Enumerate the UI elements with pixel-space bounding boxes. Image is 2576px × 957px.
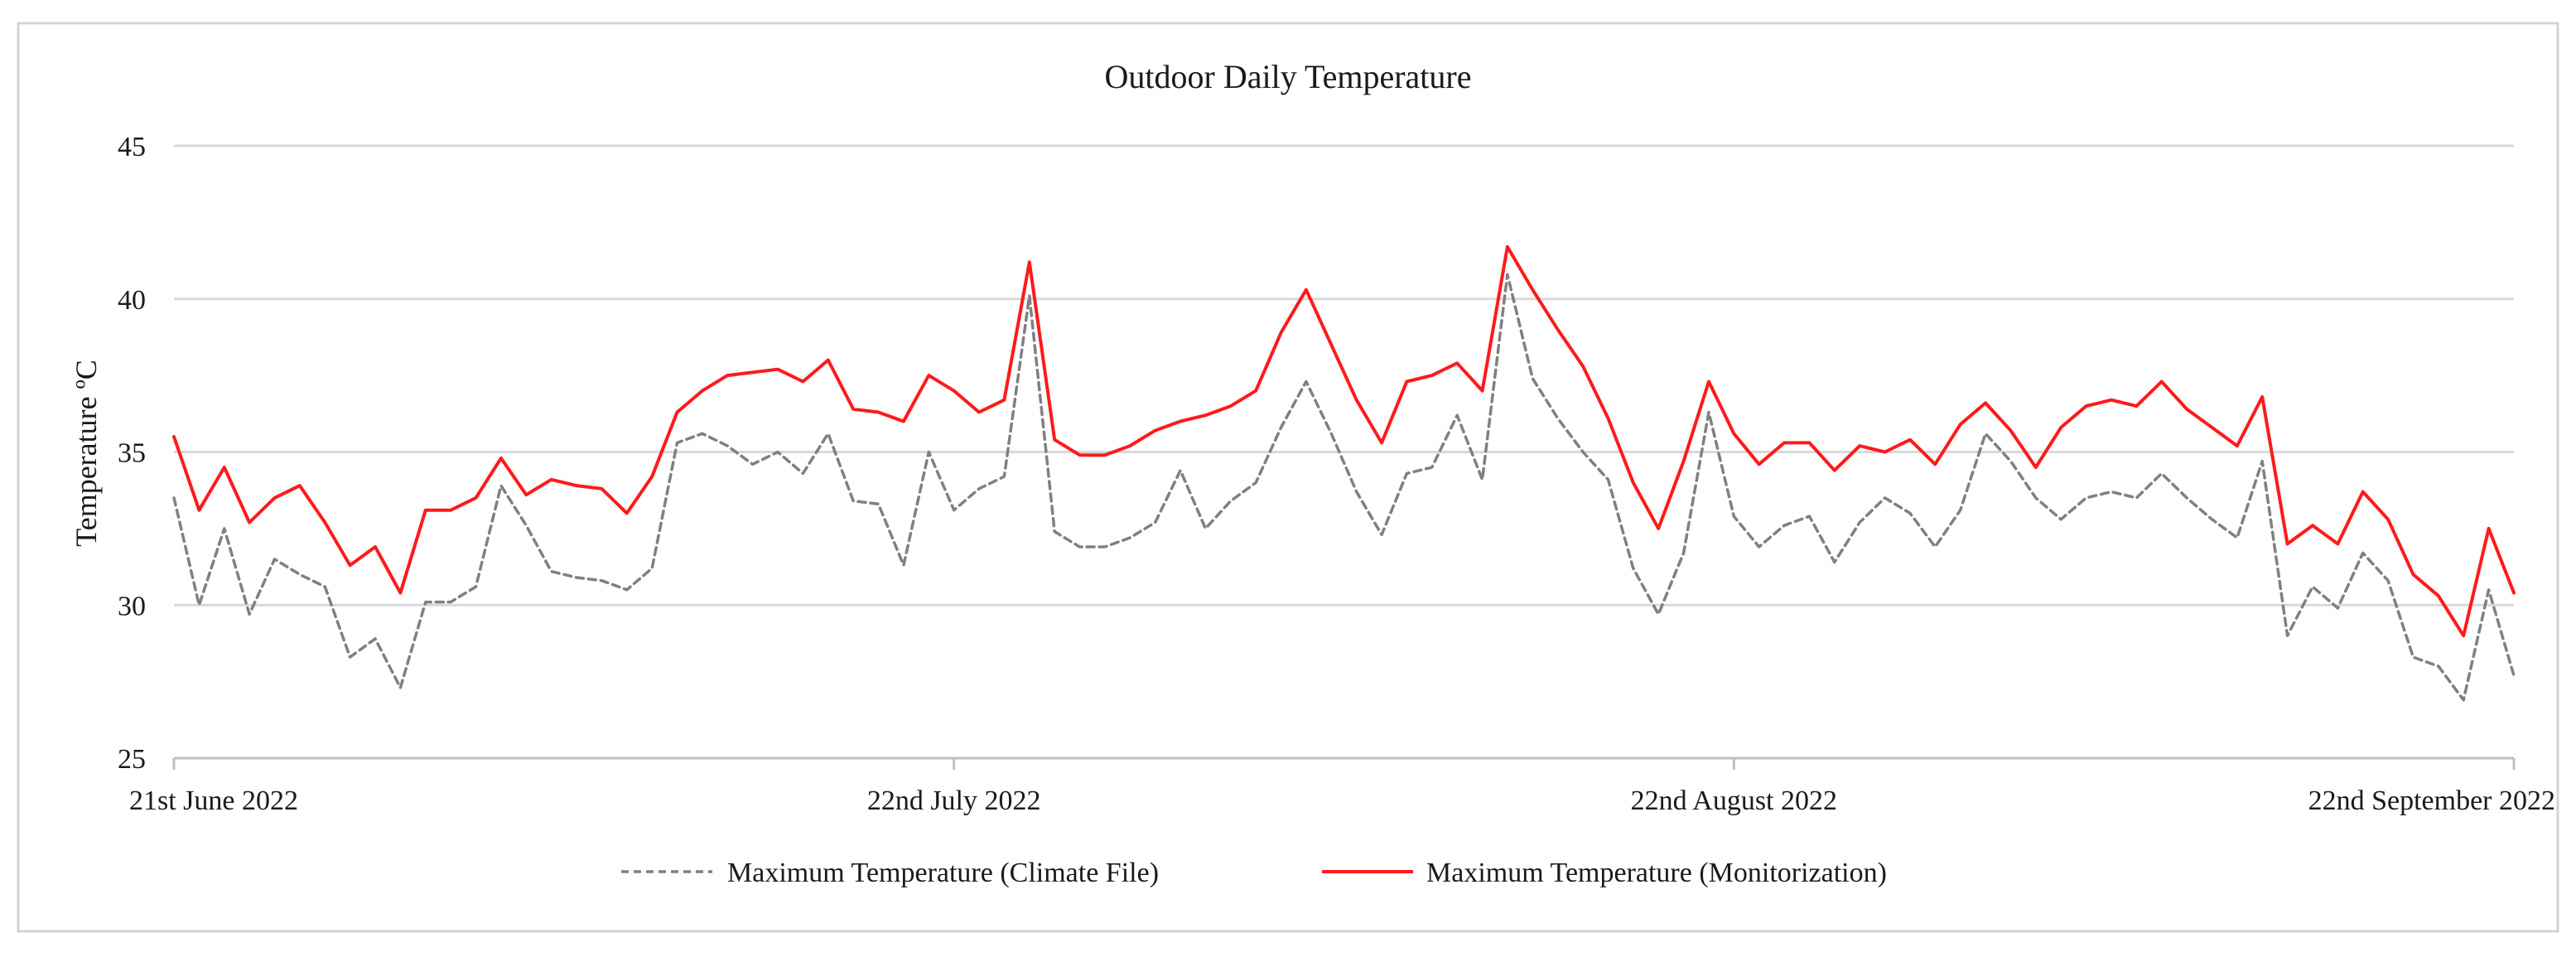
gridlines: [174, 144, 2514, 607]
y-tick-label: 45: [118, 132, 146, 162]
legend-label: Maximum Temperature (Monitorization): [1426, 858, 1887, 888]
chart-frame: [17, 22, 2559, 933]
x-axis-ticks: 21st June 2022 22nd July 2022 22nd August …: [129, 758, 2555, 816]
y-tick-label: 35: [118, 438, 146, 469]
y-axis-ticks: 25 30 35 40 45: [118, 132, 146, 775]
chart-title: Outdoor Daily Temperature: [1105, 58, 1472, 95]
y-axis-label: Temperature ºC: [70, 360, 103, 547]
y-tick-label: 40: [118, 285, 146, 316]
series-lines: [172, 244, 2516, 702]
x-tick-label: 21st June 2022: [129, 785, 298, 816]
legend: Maximum Temperature (Climate File) Maximu…: [621, 858, 1887, 888]
y-tick-label: 30: [118, 591, 146, 621]
y-tick-label: 25: [118, 744, 146, 775]
series-line-climate-file: [172, 273, 2516, 702]
x-tick-label: 22nd August 2022: [1631, 785, 1837, 816]
x-tick-label: 22nd July 2022: [867, 785, 1041, 816]
x-tick-label: 22nd September 2022: [2308, 785, 2555, 816]
series-line-monitorization: [172, 244, 2516, 638]
legend-label: Maximum Temperature (Climate File): [727, 858, 1159, 888]
